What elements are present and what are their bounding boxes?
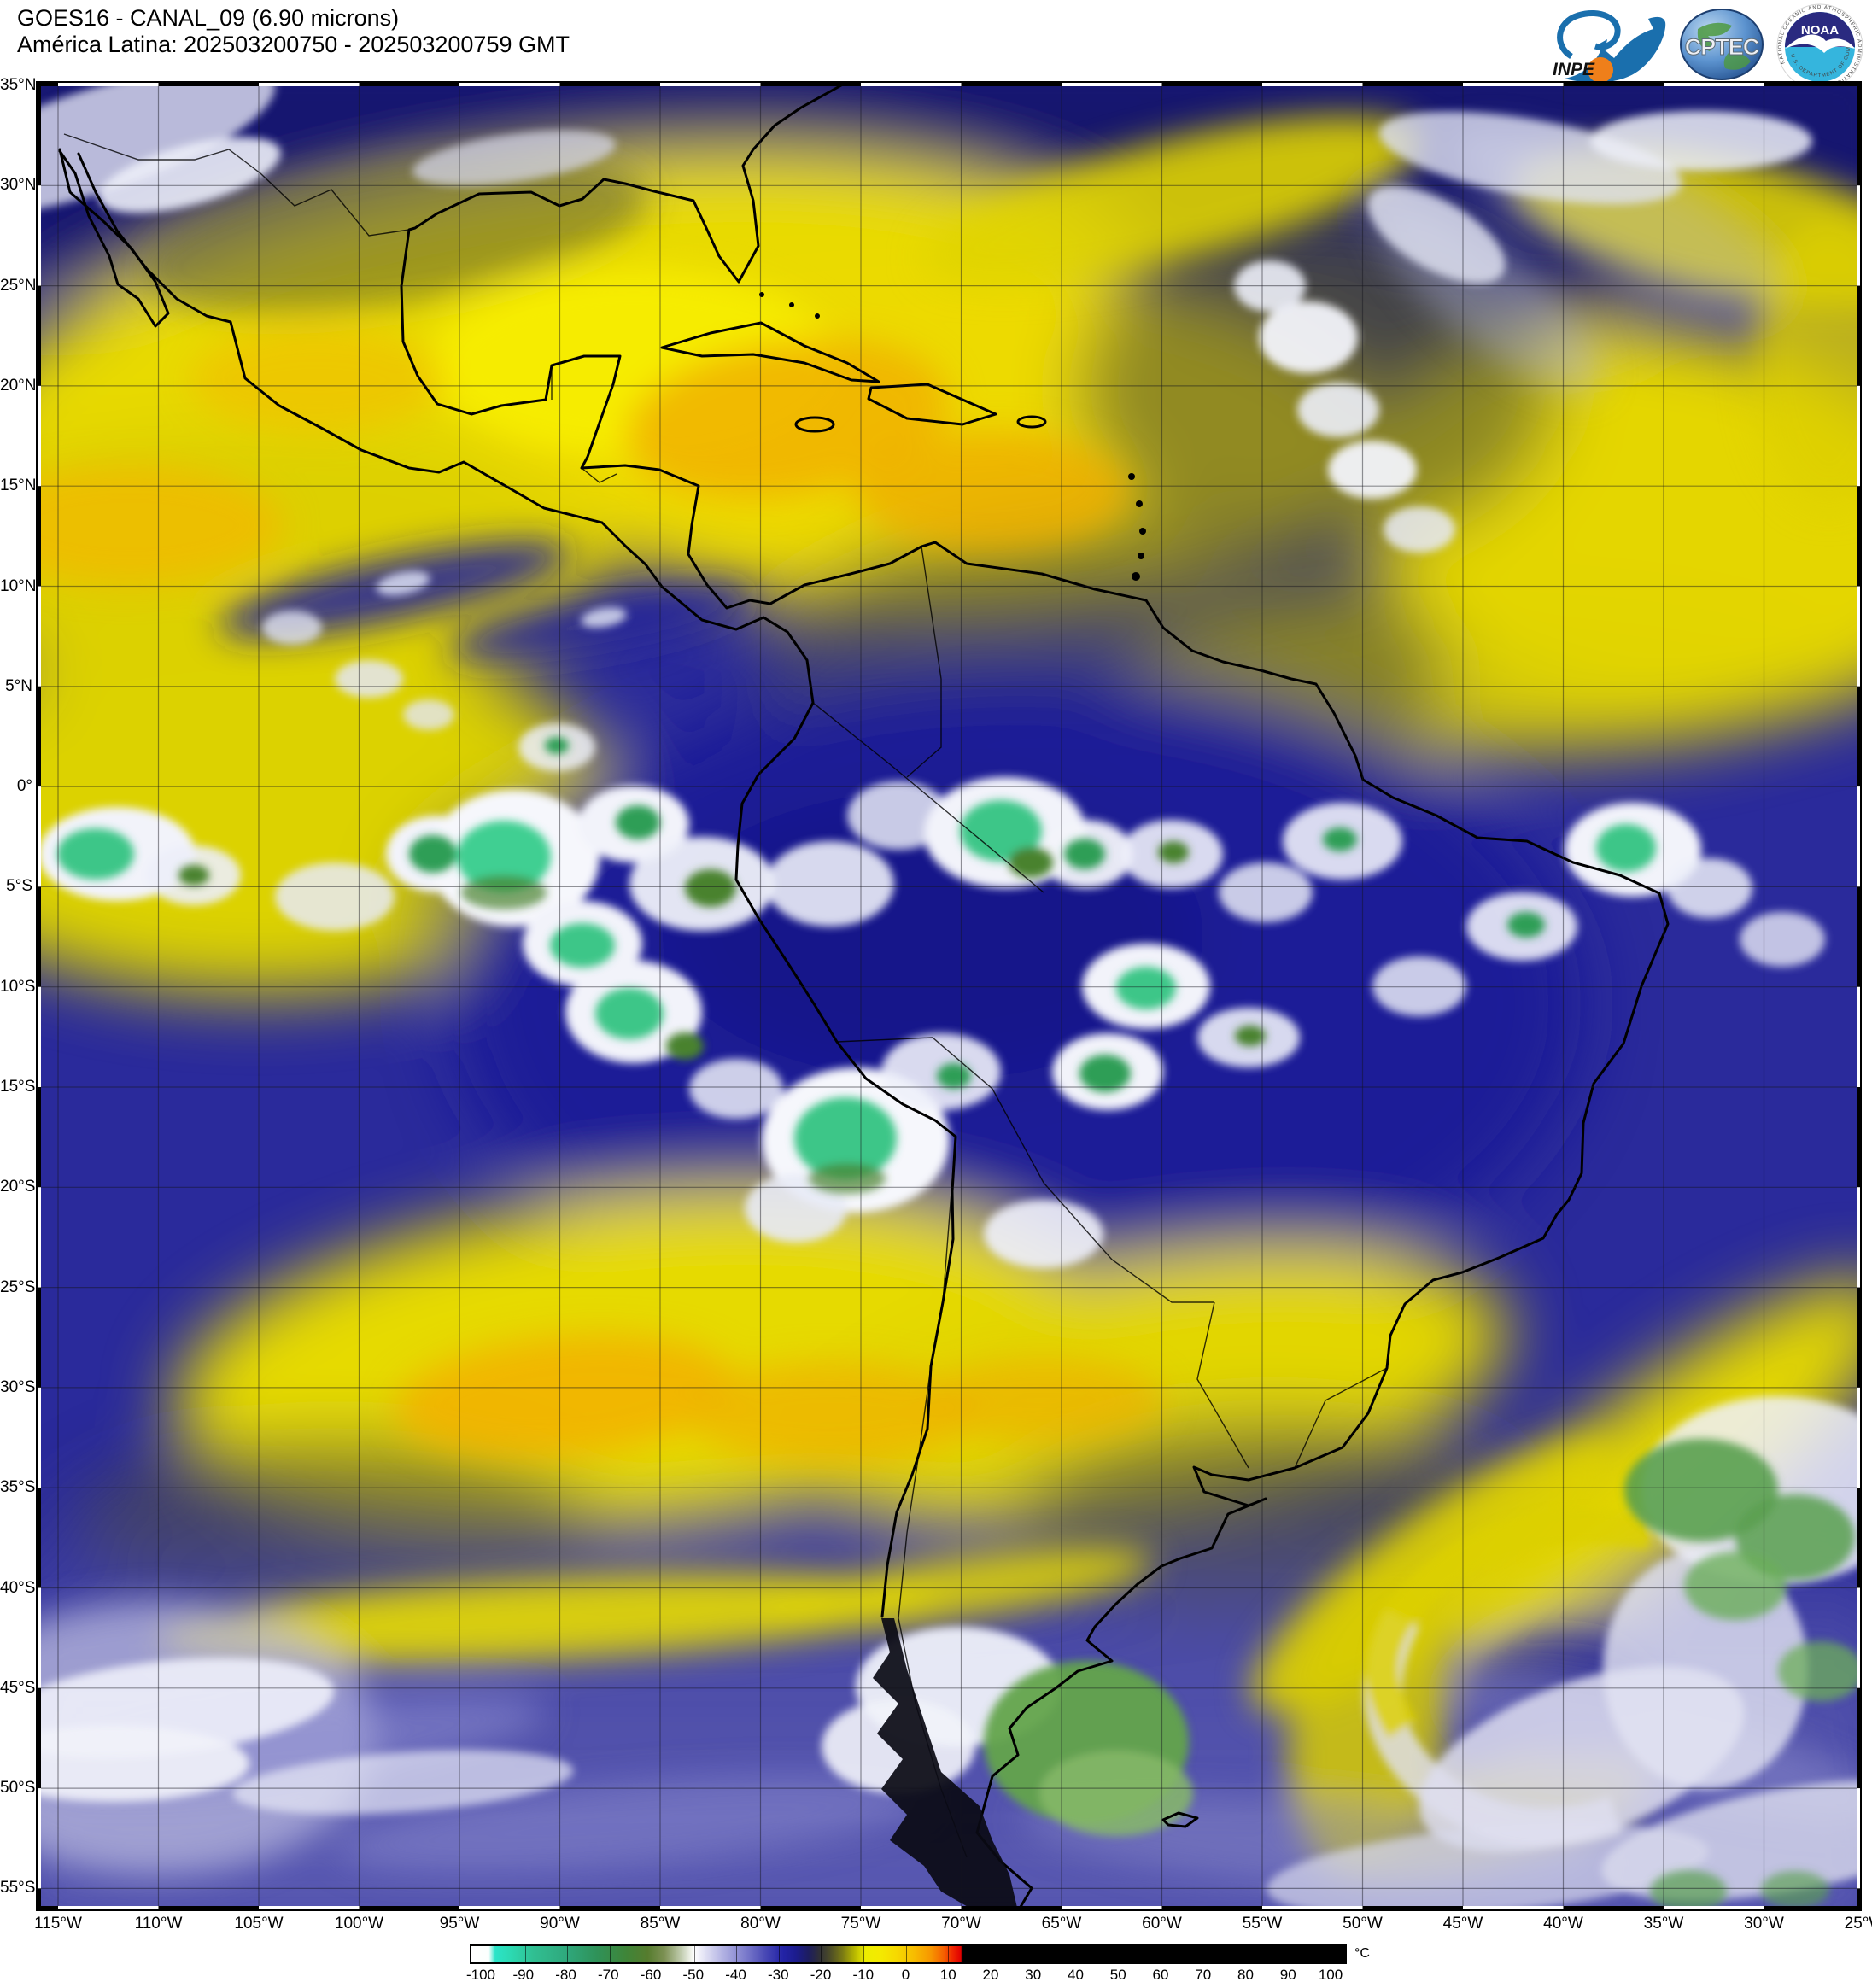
lat-tick-label: 30°N	[0, 176, 37, 195]
lon-tick-label: 70°W	[941, 1915, 981, 1932]
noaa-logo-icon: NOAA NATIONAL OCEANIC AND ATMOSPHERIC AD…	[1774, 0, 1863, 95]
lon-tick-label: 35°W	[1643, 1915, 1684, 1932]
colorbar-tick-label: -100	[465, 1967, 495, 1983]
coastlines	[58, 81, 1670, 1911]
lon-tick-label: 45°W	[1442, 1915, 1483, 1932]
colorbar-tick	[1243, 1946, 1245, 1962]
colorbar-tick	[990, 1946, 992, 1962]
lat-tick-label: 10°N	[0, 576, 37, 595]
lat-tick-label: 35°N	[0, 76, 37, 94]
lon-tick-label: 60°W	[1142, 1915, 1182, 1932]
colorbar-tick-label: 20	[982, 1967, 999, 1983]
lesser-antilles-dots	[759, 292, 1146, 581]
colorbar-tick-label: -10	[852, 1967, 875, 1983]
lat-tick-label: 10°S	[0, 977, 36, 996]
lat-tick-label: 15°N	[0, 477, 37, 495]
lon-tick-label: 25°W	[1844, 1915, 1872, 1932]
lat-tick-label: 15°S	[0, 1078, 36, 1096]
colorbar-tick-label: 10	[939, 1967, 956, 1983]
colorbar-tick-label: 60	[1152, 1967, 1169, 1983]
lat-tick-label: 0°	[16, 777, 32, 796]
inpe-logo-text: INPE	[1553, 60, 1595, 79]
cptec-logo-icon: CPTEC	[1679, 3, 1764, 90]
colorbar-tick	[1074, 1946, 1076, 1962]
colorbar-tick-label: 100	[1318, 1967, 1343, 1983]
lat-lon-grid	[36, 81, 1862, 1911]
lon-tick-label: 110°W	[134, 1915, 183, 1932]
colorbar-tick	[693, 1946, 695, 1962]
colorbar-tick	[821, 1946, 822, 1962]
colorbar-tick	[863, 1946, 864, 1962]
temperature-colorbar	[470, 1944, 1347, 1964]
lat-tick-label: 50°S	[0, 1779, 36, 1798]
lon-tick-label: 75°W	[840, 1915, 881, 1932]
inpe-logo-icon: INPE	[1539, 3, 1667, 90]
colorbar-tick	[1117, 1946, 1119, 1962]
colorbar-tick-label: -30	[767, 1967, 789, 1983]
lon-tick-label: 40°W	[1543, 1915, 1583, 1932]
colorbar-tick-labels: -100 -90 -80 -70 -60 -50 -40 -30 -20 -10 0 10 20 30 40…	[466, 1967, 1347, 1985]
lon-tick-label: 30°W	[1744, 1915, 1784, 1932]
lon-tick-label: 55°W	[1242, 1915, 1283, 1932]
water-vapor-image	[36, 81, 1862, 1911]
colorbar-tick	[905, 1946, 907, 1962]
colorbar-tick	[1159, 1946, 1161, 1962]
patagonia-fjords-silhouette	[873, 1618, 1018, 1911]
map-frame	[36, 81, 1862, 1911]
colorbar-tick-label: -90	[512, 1967, 535, 1983]
colorbar-tick	[609, 1946, 611, 1962]
colorbar-tick-label: -50	[682, 1967, 705, 1983]
colorbar-tick-label: -60	[640, 1967, 662, 1983]
lon-tick-label: 105°W	[234, 1915, 284, 1932]
lat-tick-label: 35°S	[0, 1478, 36, 1497]
noaa-logo-text: NOAA	[1801, 23, 1839, 38]
colorbar-unit: °C	[1354, 1946, 1370, 1961]
lat-tick-label: 25°N	[0, 276, 37, 295]
lat-tick-label: 45°S	[0, 1678, 36, 1697]
colorbar-tick-label: 80	[1237, 1967, 1254, 1983]
colorbar-tick-label: 90	[1279, 1967, 1296, 1983]
satellite-map	[36, 81, 1862, 1911]
lon-tick-label: 65°W	[1041, 1915, 1082, 1932]
lat-tick-label: 5°S	[6, 877, 32, 896]
colorbar-tick	[524, 1946, 526, 1962]
colorbar-tick	[1286, 1946, 1288, 1962]
header: GOES16 - CANAL_09 (6.90 microns) América…	[17, 5, 570, 58]
lon-tick-label: 85°W	[640, 1915, 681, 1932]
product-title: GOES16 - CANAL_09 (6.90 microns)	[17, 5, 400, 31]
colorbar-tick	[1329, 1946, 1331, 1962]
colorbar-tick	[948, 1946, 950, 1962]
colorbar-tick-label: -20	[810, 1967, 832, 1983]
colorbar-tick	[778, 1946, 780, 1962]
logo-strip: INPE CPTEC	[1539, 0, 1863, 95]
colorbar-tick	[736, 1946, 738, 1962]
lon-tick-label: 100°W	[334, 1915, 384, 1932]
colorbar-tick-label: 50	[1109, 1967, 1126, 1983]
lat-tick-label: 25°S	[0, 1278, 36, 1296]
lon-tick-label: 115°W	[34, 1915, 82, 1932]
lat-tick-label: 40°S	[0, 1578, 36, 1597]
lat-tick-label: 20°N	[0, 376, 37, 395]
colorbar-tick-label: 70	[1195, 1967, 1212, 1983]
lon-tick-label: 95°W	[439, 1915, 480, 1932]
colorbar-tick-label: -70	[597, 1967, 619, 1983]
lat-tick-label: 55°S	[0, 1879, 36, 1897]
colorbar-tick	[567, 1946, 569, 1962]
cptec-logo-text: CPTEC	[1685, 34, 1759, 60]
lon-tick-label: 80°W	[740, 1915, 781, 1932]
lon-tick-label: 90°W	[540, 1915, 580, 1932]
product-subtitle: América Latina: 202503200750 - 202503200…	[17, 32, 570, 57]
colorbar-tick-label: 30	[1025, 1967, 1042, 1983]
colorbar-tick-label: -80	[555, 1967, 576, 1983]
colorbar-tick-label: -40	[725, 1967, 746, 1983]
country-borders	[63, 133, 1388, 1858]
lon-tick-label: 50°W	[1343, 1915, 1383, 1932]
colorbar-tick-label: 40	[1068, 1967, 1084, 1983]
lat-tick-label: 20°S	[0, 1178, 36, 1196]
lat-tick-label: 30°S	[0, 1377, 36, 1396]
lat-tick-label: 5°N	[5, 676, 32, 695]
colorbar-tick-label: 0	[901, 1967, 910, 1983]
